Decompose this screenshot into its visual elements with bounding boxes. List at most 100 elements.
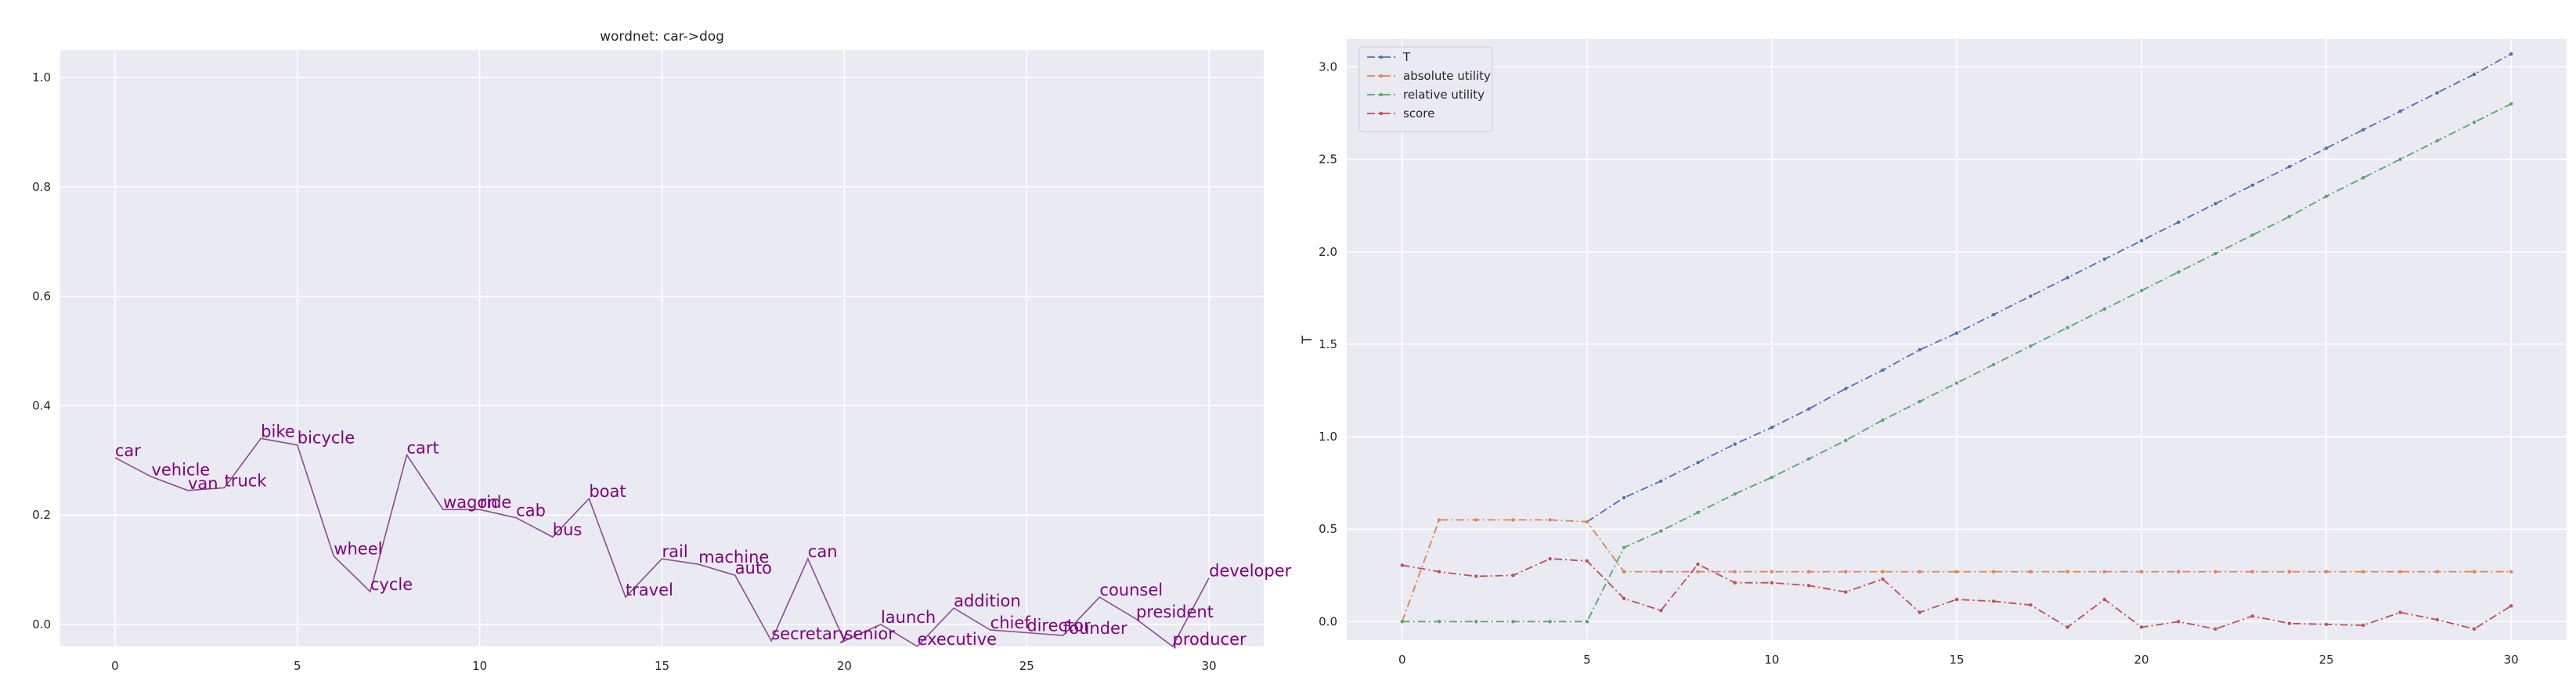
series-point [1659, 529, 1663, 533]
series-point [2029, 603, 2033, 607]
series-point [2139, 570, 2144, 574]
x-tick-label: 0 [1398, 653, 1406, 667]
series-point [2177, 220, 2181, 225]
x-tick-label: 30 [1202, 659, 1217, 673]
series-point [2065, 275, 2069, 280]
y-tick-label: 0.0 [1319, 614, 1337, 628]
series-point [1437, 570, 1441, 574]
series-point [2213, 627, 2217, 631]
y-tick-label: 0.4 [32, 398, 51, 412]
legend-marker [1379, 111, 1384, 116]
series-point [1585, 520, 1589, 524]
series-point [1881, 368, 1885, 372]
series-point [2509, 604, 2513, 608]
series-point [1918, 399, 1921, 404]
series-point [2065, 326, 2069, 329]
series-point [1548, 518, 1552, 522]
right-gridlines [1347, 39, 2567, 640]
series-point [1806, 570, 1811, 574]
word-label: secretary [771, 624, 849, 643]
series-point [1696, 570, 1700, 574]
word-label: president [1136, 603, 1214, 621]
word-label: wheel [334, 540, 382, 559]
series-point [2213, 251, 2217, 256]
y-tick-label: 3.0 [1319, 59, 1337, 74]
series-point [1585, 559, 1589, 563]
right-y-axis-label: T [1300, 335, 1315, 344]
series-point [2139, 289, 2144, 293]
series-point [2065, 625, 2069, 629]
series-point [2361, 570, 2365, 574]
y-tick-label: 0.0 [32, 617, 51, 631]
series-point [2139, 239, 2144, 243]
legend-label: score [1403, 106, 1434, 121]
word-label: wagon [443, 493, 498, 512]
word-label: vehicle [151, 460, 210, 479]
series-point [2250, 233, 2254, 237]
series-point [1622, 495, 1626, 500]
legend-marker [1379, 92, 1384, 97]
x-tick-label: 25 [1019, 659, 1034, 673]
series-point [1733, 442, 1737, 446]
series-point [2472, 570, 2477, 574]
series-point [1548, 556, 1552, 561]
y-tick-label: 0.8 [32, 180, 51, 194]
series-point [1992, 570, 1996, 574]
word-label: addition [954, 592, 1021, 610]
word-label: machine [698, 548, 769, 567]
series-point [1954, 331, 1959, 335]
left-gridlines [60, 50, 1264, 646]
y-tick-label: 1.5 [1319, 337, 1337, 351]
series-point [1806, 584, 1811, 588]
series-point [2435, 91, 2439, 95]
y-tick-label: 1.0 [32, 70, 51, 85]
x-tick-label: 20 [2134, 653, 2149, 667]
series-point [1622, 570, 1626, 574]
series-point [1400, 620, 1405, 624]
series-point [2509, 102, 2513, 106]
word-label: auto [735, 559, 772, 577]
word-label: car [115, 441, 141, 460]
word-label: cycle [370, 575, 413, 594]
series-point [1770, 570, 1774, 574]
series-point [2029, 344, 2033, 348]
series-point [1659, 479, 1663, 483]
series-point [2139, 625, 2144, 629]
series-point [2287, 164, 2292, 169]
word-label: travel [626, 581, 673, 599]
series-point [2287, 214, 2292, 219]
series-point [1437, 518, 1441, 522]
right-x-tick-labels: 0 5 10 15 20 25 30 [1398, 653, 2519, 667]
series-point [1954, 597, 1959, 602]
series-point [2102, 307, 2107, 311]
word-label: cart [406, 438, 438, 457]
series-point [1733, 492, 1737, 496]
series-point [2029, 570, 2033, 574]
series-point [2177, 570, 2181, 574]
series-point [1659, 570, 1663, 574]
series-point [2509, 570, 2513, 574]
series-point [1992, 312, 1996, 317]
word-label: can [808, 542, 838, 561]
series-point [1696, 460, 1700, 465]
y-tick-label: 0.5 [1319, 522, 1337, 536]
word-label: director [1026, 617, 1091, 635]
series-point [2435, 570, 2439, 574]
series-point [1918, 610, 1921, 614]
series-point [2472, 627, 2477, 631]
x-tick-label: 5 [294, 659, 301, 673]
series-point [1474, 574, 1478, 578]
word-label: truck [225, 471, 268, 490]
series-point [1992, 599, 1996, 603]
series-point [2324, 570, 2329, 574]
series-point [1696, 510, 1700, 515]
y-tick-label: 0.2 [32, 508, 51, 522]
series-point [2472, 72, 2477, 77]
series-point [2250, 614, 2254, 618]
series-point [2213, 202, 2217, 206]
y-tick-label: 2.5 [1319, 153, 1337, 167]
series-point [1844, 570, 1848, 574]
left-chart-title: wordnet: car->dog [600, 29, 724, 45]
left-x-tick-labels: 0 5 10 15 20 25 30 [111, 659, 1217, 673]
